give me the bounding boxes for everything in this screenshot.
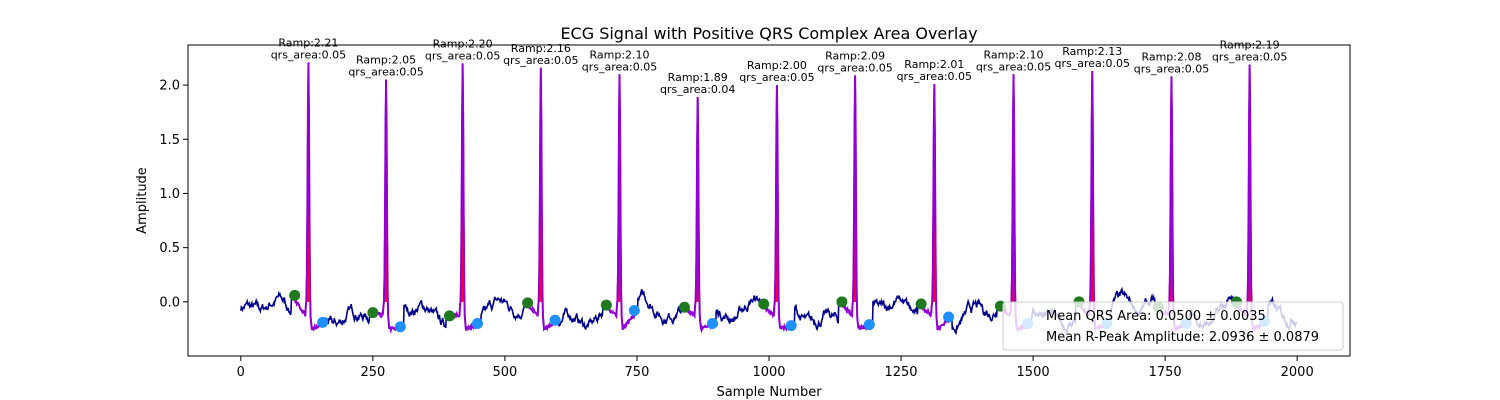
legend: Mean QRS Area: 0.0500 ± 0.0035 Mean R-Pe… xyxy=(1002,301,1344,351)
x-tick-label: 1000 xyxy=(752,365,785,380)
qrs-offset-marker xyxy=(394,321,406,333)
qrs-onset-marker xyxy=(915,298,927,310)
qrs-onset-marker xyxy=(836,296,848,308)
qrs-area-annotation: qrs_area:0.05 xyxy=(271,48,346,61)
qrs-offset-marker xyxy=(863,319,875,331)
ramp-annotation: Ramp:2.09 xyxy=(825,49,885,62)
qrs-area-annotation: qrs_area:0.04 xyxy=(660,83,735,96)
x-tick-label: 750 xyxy=(625,365,650,380)
x-axis-label: Sample Number xyxy=(716,385,822,400)
qrs-onset-marker xyxy=(522,297,534,309)
qrs-area-annotation: qrs_area:0.05 xyxy=(1212,51,1287,64)
ramp-annotation: Ramp:2.01 xyxy=(904,58,964,71)
qrs-offset-marker xyxy=(549,314,561,326)
qrs-area-annotation: qrs_area:0.05 xyxy=(348,66,423,79)
qrs-onset-marker xyxy=(367,307,379,319)
ramp-annotation: Ramp:2.13 xyxy=(1062,45,1122,58)
qrs-segment-line xyxy=(1235,64,1266,332)
x-tick-label: 2000 xyxy=(1281,365,1314,380)
qrs-onset-marker xyxy=(678,301,690,313)
qrs-segment-line xyxy=(293,62,324,332)
qrs-offset-marker xyxy=(706,317,718,329)
ramp-annotation: Ramp:2.05 xyxy=(356,54,416,67)
x-tick-label: 1250 xyxy=(884,365,917,380)
chart-title: ECG Signal with Positive QRS Complex Are… xyxy=(560,24,977,43)
y-tick-label: 2.0 xyxy=(159,79,180,94)
qrs-area-annotation: qrs_area:0.05 xyxy=(1055,57,1130,70)
qrs-area-annotation: qrs_area:0.05 xyxy=(897,70,972,83)
legend-entry-mean-r-peak-amplitude: Mean R-Peak Amplitude: 2.0936 ± 0.0879 xyxy=(1046,330,1319,345)
qrs-onset-marker xyxy=(443,310,455,322)
ramp-annotation: Ramp:2.10 xyxy=(984,48,1044,61)
qrs-segment-line xyxy=(920,83,950,332)
qrs-onset-marker xyxy=(758,298,770,310)
qrs-area-annotation: qrs_area:0.05 xyxy=(739,71,814,84)
ramp-annotation: Ramp:2.16 xyxy=(511,42,571,55)
qrs-offset-marker xyxy=(943,311,955,323)
y-axis-label: Amplitude xyxy=(135,167,150,234)
ramp-annotation: Ramp:2.00 xyxy=(747,59,807,72)
y-axis: 0.0 0.5 1.0 1.5 2.0 xyxy=(159,79,188,310)
qrs-onset-marker xyxy=(289,289,301,301)
legend-entry-mean-qrs-area: Mean QRS Area: 0.0500 ± 0.0035 xyxy=(1046,309,1266,324)
ramp-annotation: Ramp:2.21 xyxy=(278,36,338,49)
y-tick-label: 0.0 xyxy=(159,295,180,310)
qrs-offset-marker xyxy=(628,304,640,316)
legend-box xyxy=(1002,301,1344,351)
qrs-segment-line xyxy=(1157,76,1187,332)
ramp-annotation: Ramp:2.08 xyxy=(1141,50,1201,63)
qrs-offset-marker xyxy=(471,317,483,329)
qrs-area-annotation: qrs_area:0.05 xyxy=(817,61,892,74)
ramp-annotation: Ramp:2.19 xyxy=(1220,39,1280,52)
qrs-onset-marker xyxy=(600,299,612,311)
qrs-area-annotation: qrs_area:0.05 xyxy=(503,54,578,67)
y-tick-label: 1.0 xyxy=(159,187,180,202)
x-tick-label: 500 xyxy=(492,365,517,380)
qrs-area-annotation: qrs_area:0.05 xyxy=(425,49,500,62)
qrs-area-annotation: qrs_area:0.05 xyxy=(1134,62,1209,75)
ecg-signal-line xyxy=(240,62,1298,335)
qrs-segment-line xyxy=(1078,70,1108,331)
ramp-annotation: Ramp:2.10 xyxy=(590,48,650,61)
qrs-segment-line xyxy=(605,74,636,330)
x-tick-label: 1750 xyxy=(1149,365,1182,380)
y-tick-label: 0.5 xyxy=(159,241,180,256)
qrs-segment-line xyxy=(448,63,478,332)
qrs-segment-line xyxy=(683,96,714,334)
x-tick-label: 1500 xyxy=(1017,365,1050,380)
qrs-offset-marker xyxy=(317,316,329,328)
qrs-segment-line xyxy=(527,67,556,333)
x-tick-label: 250 xyxy=(360,365,385,380)
ramp-annotation: Ramp:1.89 xyxy=(668,71,728,84)
qrs-offset-marker xyxy=(785,320,797,332)
plot-layer xyxy=(240,62,1298,335)
x-axis: 0 250 500 750 1000 1250 1500 1750 2000 xyxy=(237,356,1314,380)
y-tick-label: 1.5 xyxy=(159,133,180,148)
x-tick-label: 0 xyxy=(237,365,245,380)
qrs-area-annotation: qrs_area:0.05 xyxy=(582,60,657,73)
ramp-annotation: Ramp:2.20 xyxy=(433,37,493,50)
qrs-area-annotation: qrs_area:0.05 xyxy=(976,60,1051,73)
